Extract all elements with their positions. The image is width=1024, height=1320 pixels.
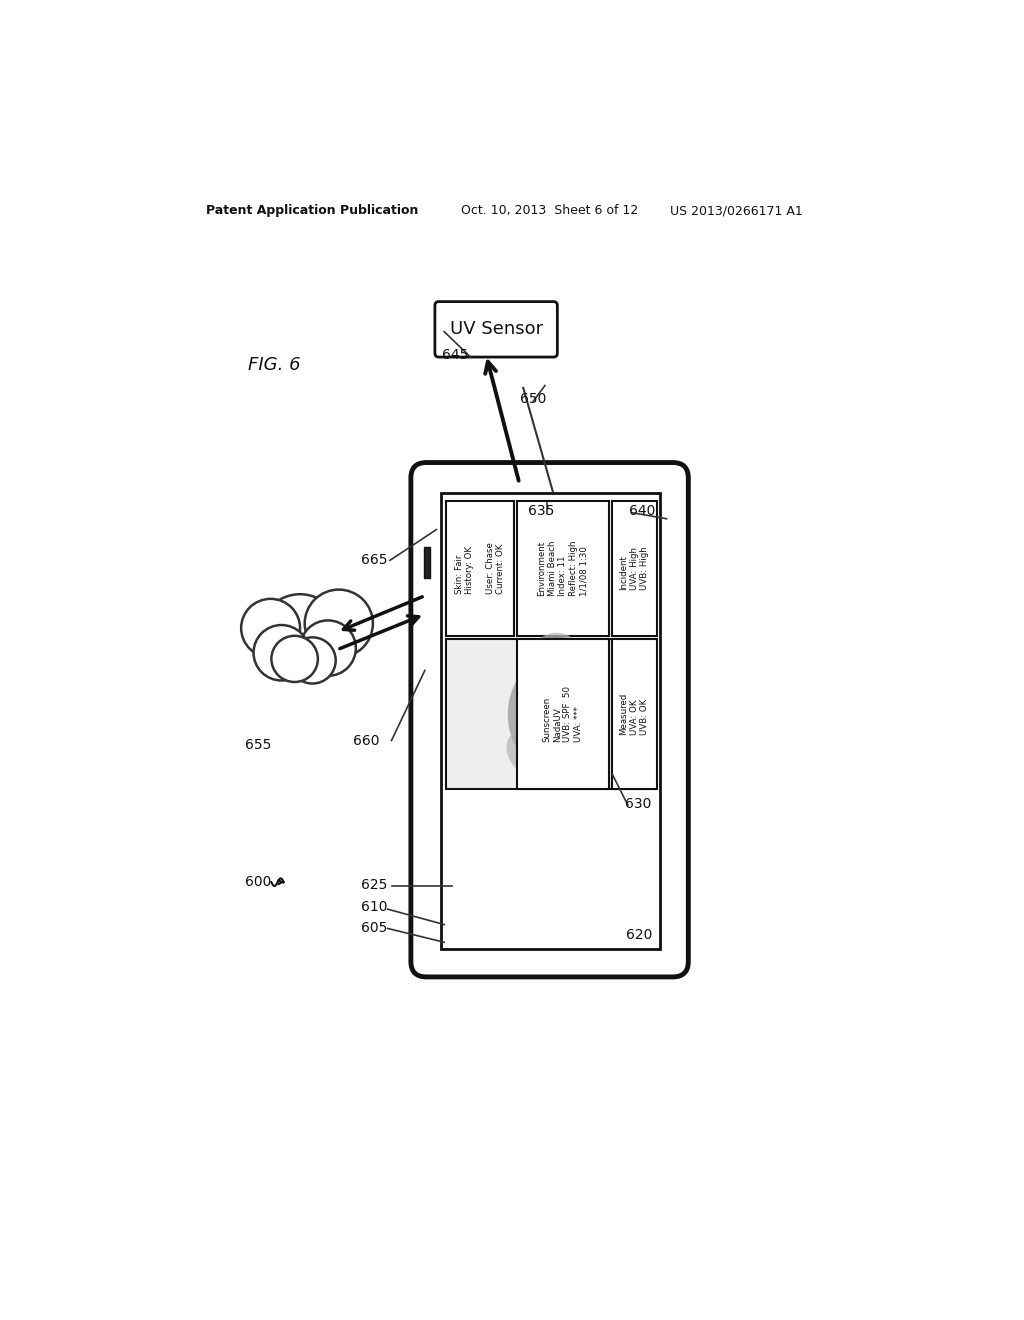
Circle shape: [271, 636, 317, 682]
Text: 630: 630: [625, 797, 651, 810]
Circle shape: [289, 638, 336, 684]
Circle shape: [254, 626, 309, 681]
Text: 660: 660: [353, 734, 380, 747]
Text: 665: 665: [361, 553, 388, 568]
FancyBboxPatch shape: [435, 302, 557, 358]
Text: 635: 635: [528, 504, 554, 517]
Text: Oct. 10, 2013  Sheet 6 of 12: Oct. 10, 2013 Sheet 6 of 12: [461, 205, 639, 218]
Circle shape: [530, 632, 583, 685]
Text: Environment
Miami Beach
Index: 11
Reflect: High
1/1/08 1:30: Environment Miami Beach Index: 11 Reflec…: [538, 541, 588, 597]
Bar: [611, 639, 656, 789]
Circle shape: [241, 599, 300, 657]
Ellipse shape: [507, 734, 532, 771]
Bar: [517, 502, 608, 636]
Text: 655: 655: [245, 738, 271, 752]
Text: FIG. 6: FIG. 6: [248, 356, 301, 374]
Text: 645: 645: [442, 347, 468, 362]
Bar: [441, 494, 659, 949]
Ellipse shape: [540, 636, 580, 651]
Circle shape: [300, 620, 356, 676]
Text: Incident
UVA: High
UVB: High: Incident UVA: High UVB: High: [620, 546, 649, 590]
Text: 640: 640: [629, 504, 655, 517]
Text: Sunscreen
NadaUV
UVB: SPF  50
UVA: ***: Sunscreen NadaUV UVB: SPF 50 UVA: ***: [543, 686, 583, 742]
Text: US 2013/0266171 A1: US 2013/0266171 A1: [671, 205, 803, 218]
Ellipse shape: [562, 725, 586, 766]
Bar: [445, 502, 514, 636]
Text: Measured
UVA: OK
UVB: OK: Measured UVA: OK UVB: OK: [620, 693, 649, 735]
Text: Patent Application Publication: Patent Application Publication: [206, 205, 418, 218]
Text: 610: 610: [361, 900, 388, 913]
Circle shape: [260, 594, 340, 675]
Text: 605: 605: [361, 921, 388, 936]
Text: 600: 600: [245, 875, 271, 890]
Ellipse shape: [508, 664, 578, 764]
FancyBboxPatch shape: [411, 462, 688, 977]
Text: 650: 650: [520, 392, 547, 405]
Circle shape: [305, 590, 373, 657]
Text: UV Sensor: UV Sensor: [450, 321, 543, 338]
Bar: [424, 548, 430, 578]
Bar: [517, 639, 608, 789]
Text: 625: 625: [361, 878, 388, 892]
Bar: [445, 639, 655, 789]
Text: 620: 620: [627, 928, 652, 941]
Bar: [611, 502, 656, 636]
Text: Skin: Fair
History: OK

User: Chase
Current: OK: Skin: Fair History: OK User: Chase Curre…: [455, 543, 505, 594]
